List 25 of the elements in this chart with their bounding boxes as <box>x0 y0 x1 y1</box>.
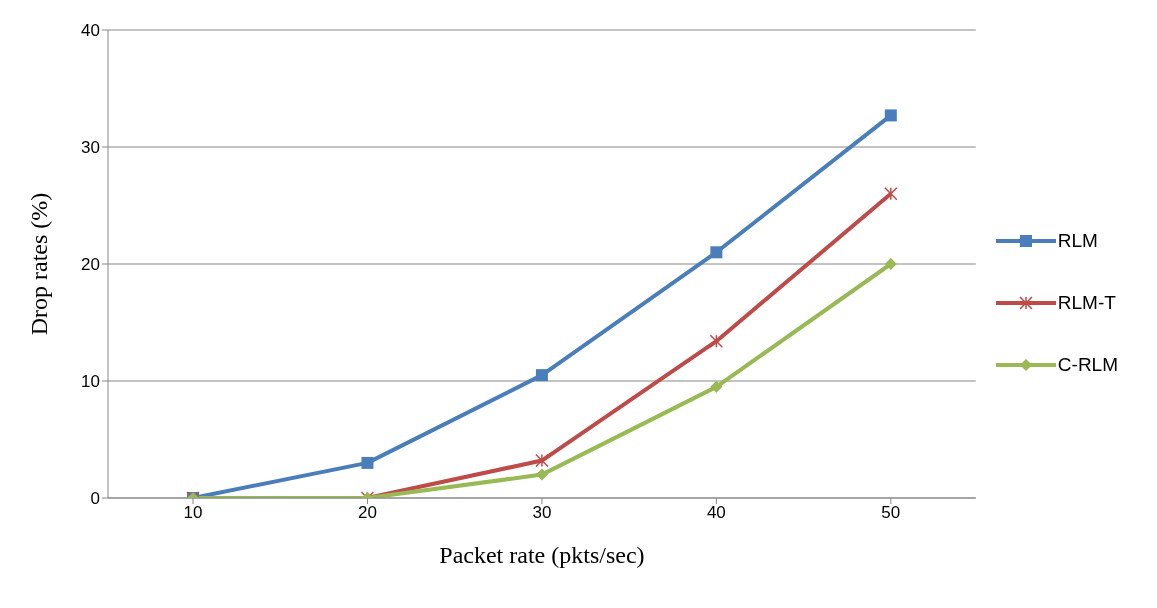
x-tick-label: 30 <box>532 503 552 523</box>
point <box>710 380 723 393</box>
y-tick-label: 40 <box>81 21 100 41</box>
point <box>535 453 549 468</box>
y-tick-label: 20 <box>81 255 100 275</box>
point <box>884 187 898 201</box>
legend-label: RLM <box>1057 230 1098 252</box>
x-axis-title: Packet rate (pkts/sec) <box>439 542 645 568</box>
y-tick-label: 0 <box>90 489 100 509</box>
point <box>361 456 374 469</box>
point <box>710 246 723 259</box>
x-tick-label: 10 <box>183 503 203 523</box>
point <box>884 258 897 270</box>
y-tick-label: 10 <box>81 372 100 392</box>
x-tick-label: 50 <box>881 503 901 523</box>
point <box>884 109 897 122</box>
point <box>709 334 724 348</box>
legend-label: RLM-T <box>1057 292 1116 314</box>
y-tick-label: 30 <box>81 138 100 158</box>
point <box>535 369 548 382</box>
point <box>535 468 548 481</box>
x-tick-label: 40 <box>706 503 726 523</box>
x-tick-label: 20 <box>358 503 377 523</box>
legend-label: C-RLM <box>1057 354 1118 376</box>
y-axis-title: Drop rates (%) <box>25 192 52 336</box>
